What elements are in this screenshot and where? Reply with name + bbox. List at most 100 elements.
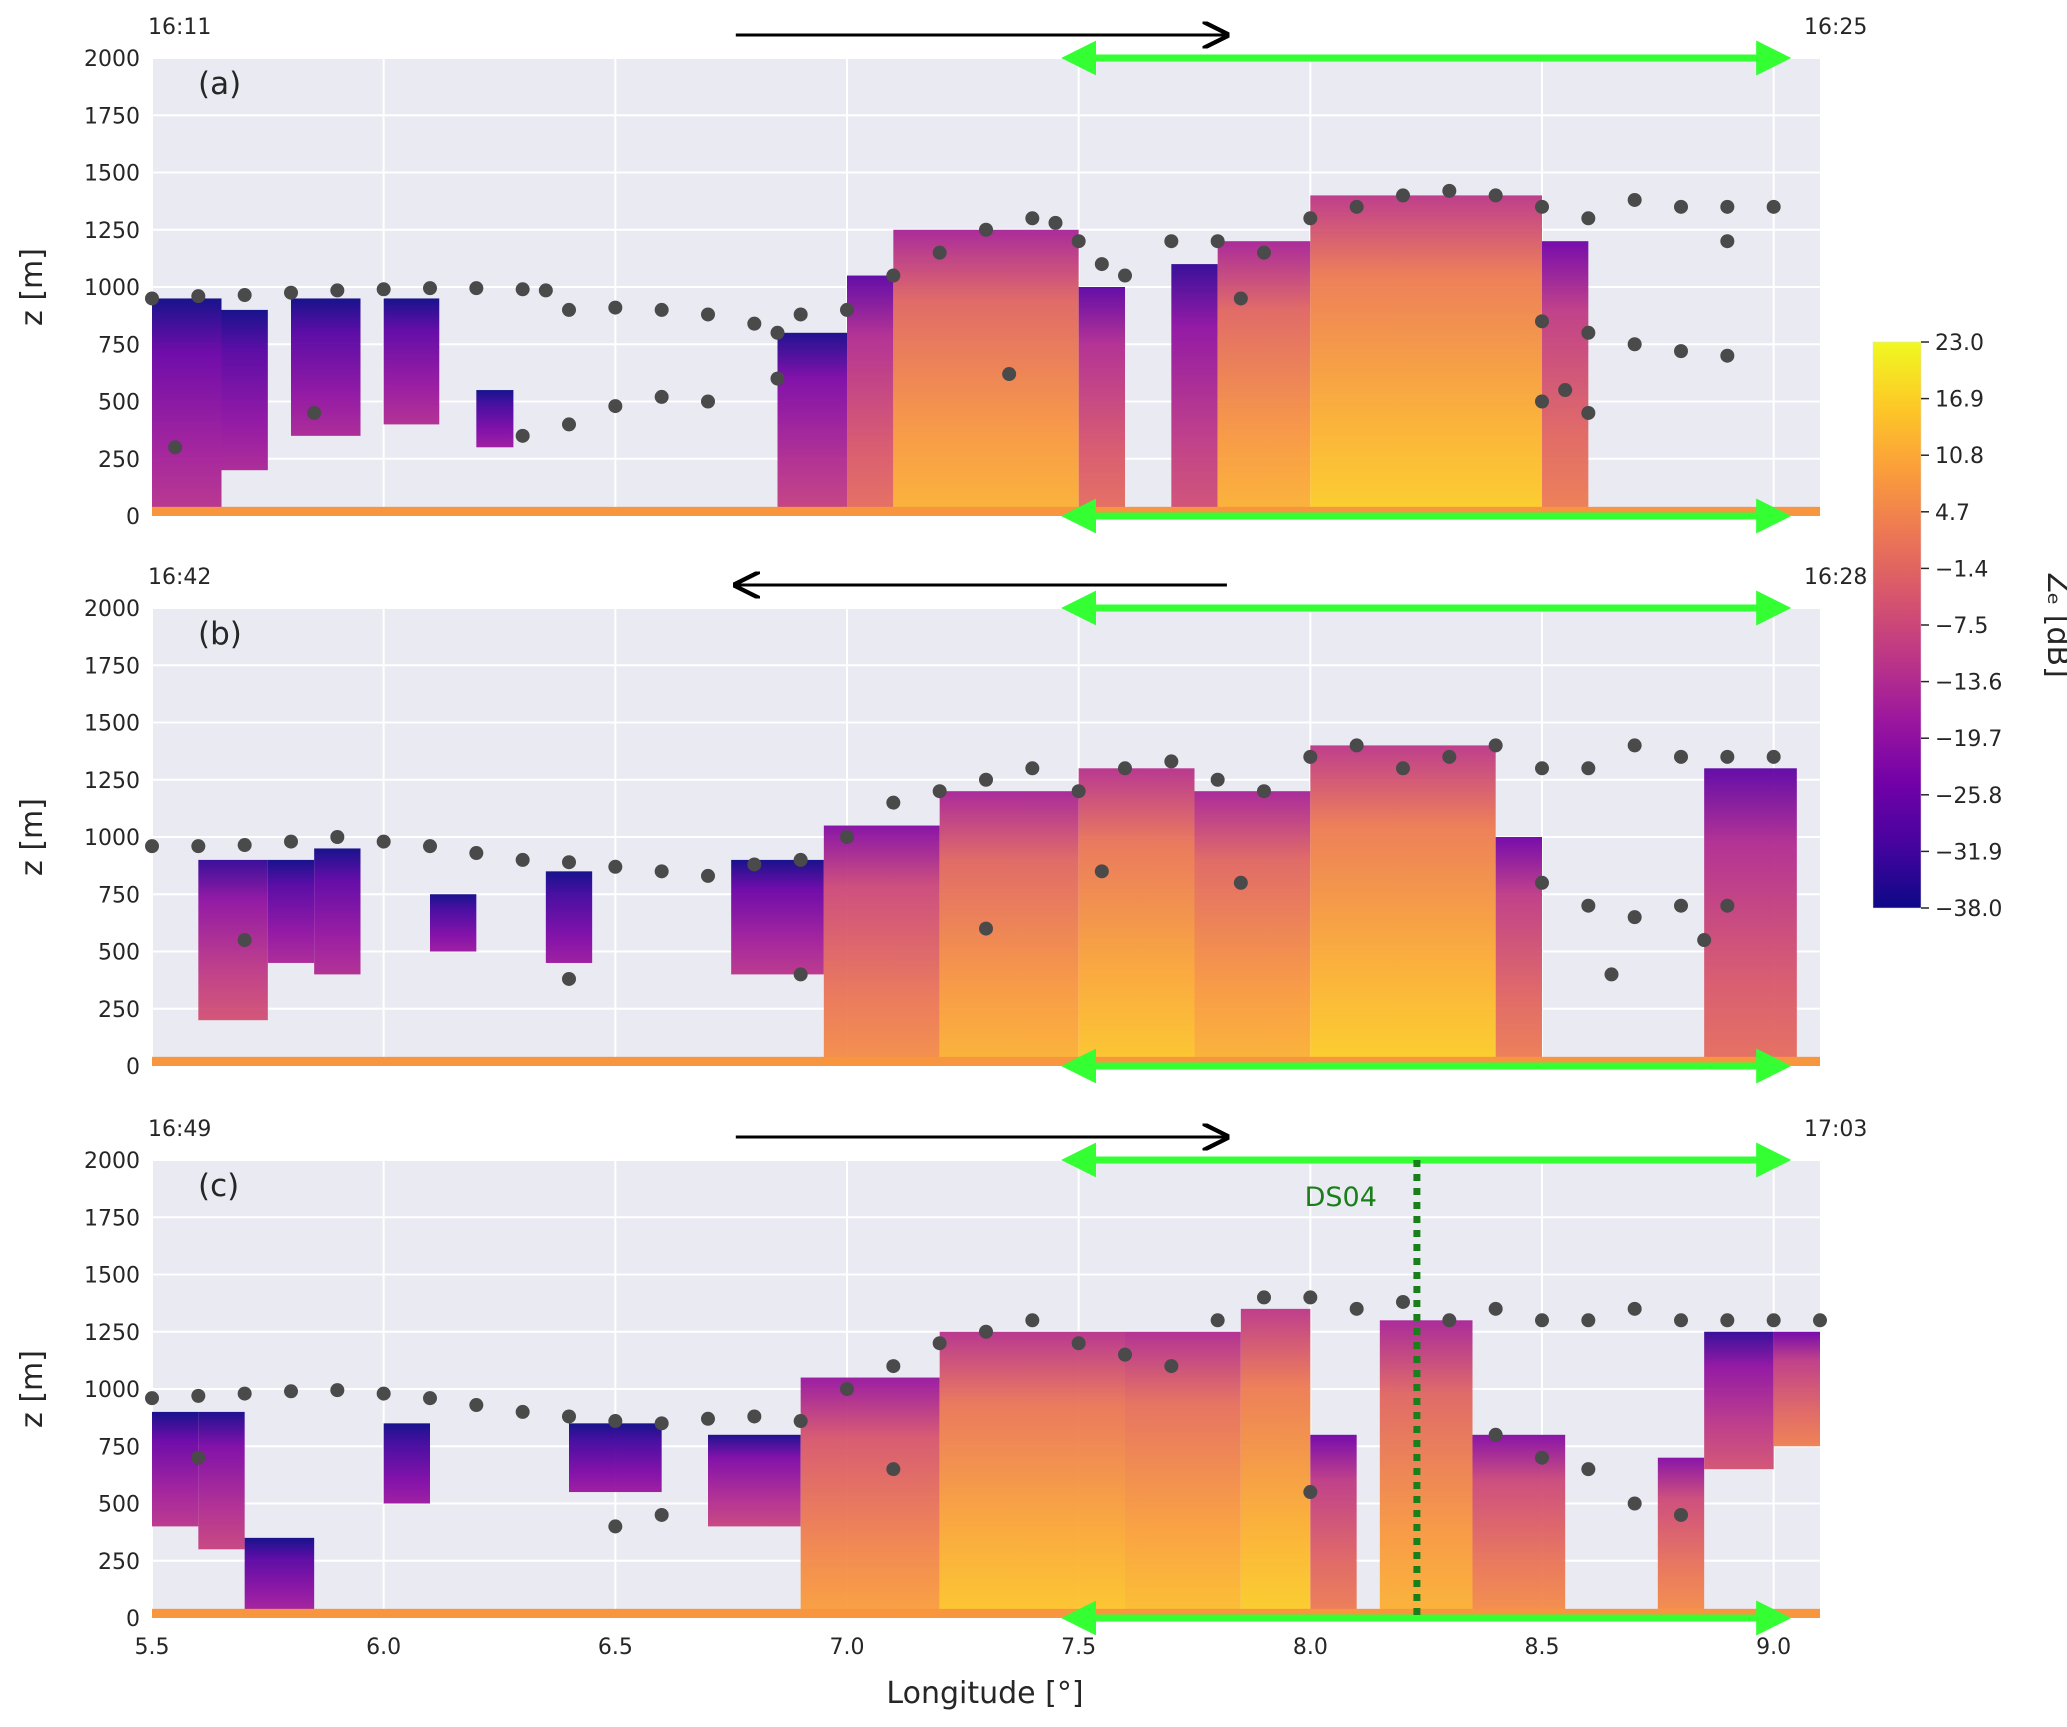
y-tick-label: 1750 <box>84 1206 140 1231</box>
y-tick-label: 750 <box>98 883 140 908</box>
y-tick-label: 1750 <box>84 104 140 129</box>
cloud-top-point <box>1604 967 1619 982</box>
cloud-top-point <box>886 1359 901 1374</box>
cloud-top-point <box>1674 199 1688 214</box>
cloud-top-point <box>1257 784 1271 799</box>
cloud-top-point <box>191 1388 206 1403</box>
y-tick-label: 250 <box>98 1550 140 1575</box>
cloud-top-point <box>1581 1313 1596 1328</box>
radar-column <box>939 1331 1125 1618</box>
cloud-top-point <box>1627 910 1642 925</box>
cloud-top-point <box>1303 211 1318 226</box>
cloud-top-point <box>608 300 623 315</box>
cloud-top-point <box>1674 898 1688 913</box>
radar-column <box>1704 768 1797 1066</box>
cloud-top-point <box>1627 738 1642 753</box>
cloud-top-point <box>1025 761 1040 776</box>
cloud-top-point <box>1488 738 1503 753</box>
radar-column <box>267 859 315 963</box>
cloud-top-point <box>747 1409 762 1424</box>
y-tick-label: 2000 <box>84 597 140 622</box>
cloud-top-point <box>423 1391 437 1406</box>
cloud-top-point <box>840 1382 854 1396</box>
colorbar-tick-label: −13.6 <box>1935 671 2002 696</box>
surface-echo <box>152 506 1820 516</box>
cloud-top-point <box>515 1404 530 1419</box>
radar-column <box>1379 1320 1473 1618</box>
radar-reflectivity <box>152 195 1820 516</box>
y-tick-label: 1500 <box>84 162 140 187</box>
cloud-top-point <box>747 316 762 331</box>
cloud-top-point <box>701 307 715 322</box>
cloud-top-point <box>1118 268 1132 283</box>
y-tick-label: 0 <box>126 1055 140 1080</box>
radar-column <box>1310 195 1542 516</box>
radar-column <box>383 298 440 425</box>
cloud-top-point <box>1442 183 1457 198</box>
time-end: 16:25 <box>1804 15 1867 40</box>
cloud-top-point <box>1488 1301 1503 1316</box>
x-axis-label: Longitude [°] <box>886 1676 1083 1711</box>
x-tick-label: 7.0 <box>830 1635 865 1660</box>
cloud-top-point <box>1581 211 1596 226</box>
cloud-top-point <box>654 302 669 317</box>
y-tick-label: 1000 <box>84 1378 140 1403</box>
colorbar-tick-label: −25.8 <box>1935 784 2002 809</box>
y-tick-label: 750 <box>98 1435 140 1460</box>
radar-column <box>198 859 268 1021</box>
radar-column <box>1657 1457 1705 1618</box>
cloud-top-point <box>1627 337 1642 352</box>
cloud-top-point <box>1720 1313 1735 1328</box>
cloud-top-point <box>654 1416 669 1431</box>
y-tick-label: 1250 <box>84 219 140 244</box>
cloud-top-point <box>145 291 159 306</box>
radar-column <box>569 1423 662 1493</box>
y-tick-label: 500 <box>98 1493 140 1518</box>
radar-column <box>893 229 1079 516</box>
cloud-top-point <box>1581 405 1596 420</box>
cloud-top-point <box>237 1386 252 1401</box>
cloud-top-point <box>654 864 669 879</box>
time-end: 17:03 <box>1804 1117 1867 1142</box>
cloud-top-point <box>1535 875 1549 890</box>
cloud-top-point <box>701 394 715 409</box>
cloud-top-point <box>608 1519 623 1534</box>
radar-column <box>383 1423 430 1504</box>
y-tick-label: 0 <box>126 1607 140 1632</box>
cloud-top-point <box>1164 1359 1179 1374</box>
cloud-top-point <box>886 795 901 810</box>
cloud-top-point <box>1442 1313 1457 1328</box>
cloud-top-point <box>1002 367 1017 382</box>
cloud-top-point <box>1813 1313 1827 1328</box>
y-tick-label: 500 <box>98 391 140 416</box>
cloud-top-point <box>1164 234 1179 249</box>
cloud-top-point <box>1766 199 1781 214</box>
cloud-top-point <box>284 285 298 300</box>
y-tick-label: 1500 <box>84 712 140 737</box>
cloud-top-point <box>1118 761 1132 776</box>
x-tick-label: 6.0 <box>366 1635 401 1660</box>
cloud-top-point <box>538 283 553 298</box>
cloud-top-point <box>1627 192 1642 207</box>
colorbar-label: Zₑ [dB] <box>2040 572 2067 678</box>
colorbar-tick-label: −19.7 <box>1935 727 2002 752</box>
radar-column <box>430 894 477 952</box>
cloud-top-point <box>886 268 901 283</box>
cloud-top-point <box>1233 291 1248 306</box>
cloud-top-point <box>168 440 183 455</box>
cloud-top-point <box>701 868 715 883</box>
cloud-top-point <box>423 839 437 854</box>
y-tick-label: 500 <box>98 941 140 966</box>
surface-echo <box>152 1056 1820 1066</box>
colorbar-tick-label: 16.9 <box>1935 388 1984 413</box>
y-axis-label: z [m] <box>15 248 50 326</box>
cloud-top-point <box>562 1409 576 1424</box>
y-tick-label: 1250 <box>84 769 140 794</box>
panel-label: (a) <box>198 66 241 102</box>
radar-column <box>1125 1331 1241 1618</box>
cloud-top-point <box>840 302 854 317</box>
cloud-top-point <box>1094 257 1109 272</box>
cloud-top-point <box>1094 864 1109 879</box>
cloud-top-point <box>376 834 391 849</box>
cloud-top-point <box>1025 1313 1040 1328</box>
